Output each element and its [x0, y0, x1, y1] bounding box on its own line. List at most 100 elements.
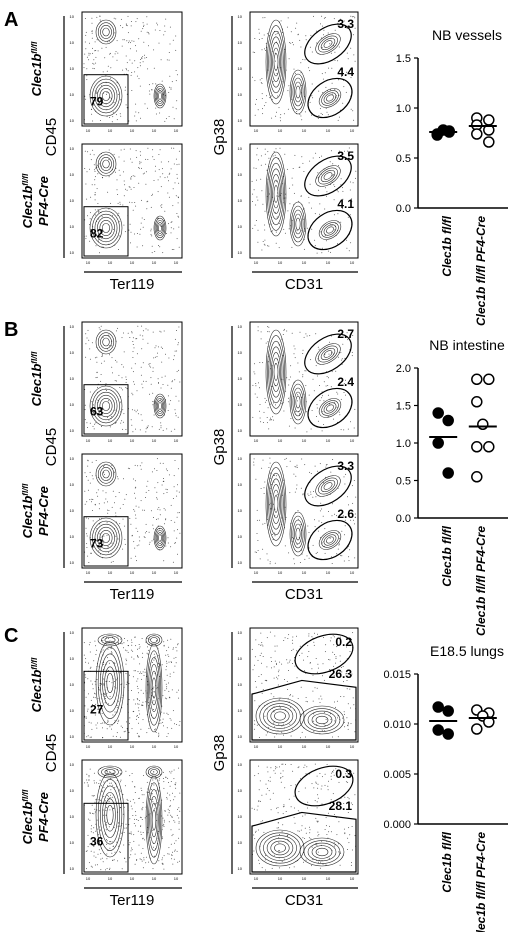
event-dot — [251, 807, 253, 809]
event-dot — [323, 711, 325, 713]
event-dot — [260, 164, 262, 166]
event-dot — [269, 419, 271, 421]
event-dot — [265, 734, 267, 736]
event-dot — [89, 843, 91, 845]
event-dot — [289, 492, 291, 494]
event-dot — [282, 776, 284, 778]
event-dot — [287, 638, 289, 639]
event-dot — [281, 860, 283, 862]
x-tick-label: 10 — [350, 128, 355, 133]
contour-line — [97, 84, 115, 108]
contour-line — [151, 677, 157, 699]
event-dot — [169, 676, 171, 678]
event-dot — [260, 652, 262, 654]
event-dot — [294, 665, 296, 667]
gate-box — [83, 206, 129, 257]
event-dot — [315, 152, 317, 154]
event-dot — [178, 150, 180, 152]
event-dot — [333, 774, 335, 776]
event-dot — [108, 800, 110, 802]
event-dot — [165, 353, 166, 355]
event-dot — [329, 161, 331, 163]
event-dot — [280, 400, 282, 402]
event-dot — [122, 389, 124, 391]
event-dot — [344, 534, 345, 536]
y-tick-label: 0.0 — [396, 513, 411, 525]
event-dot — [258, 859, 260, 861]
flow-plot-frame — [81, 143, 183, 259]
event-dot — [140, 787, 142, 789]
gate-percent: 36 — [90, 835, 104, 849]
event-dot — [340, 352, 342, 354]
event-dot — [95, 56, 97, 58]
chart-title: NB vessels — [432, 27, 502, 43]
event-dot — [275, 180, 277, 182]
event-dot — [137, 67, 139, 69]
event-dot — [139, 161, 141, 163]
event-dot — [330, 637, 332, 639]
event-dot — [178, 326, 180, 328]
event-dot — [108, 637, 109, 639]
category-text: Clec1b fl/fl — [440, 215, 454, 276]
event-dot — [253, 808, 255, 810]
event-dot — [160, 387, 162, 389]
contour-line — [318, 345, 338, 363]
event-dot — [153, 67, 155, 69]
event-dot — [91, 184, 93, 186]
contour-line — [95, 19, 117, 45]
event-dot — [139, 334, 141, 336]
event-dot — [127, 32, 129, 34]
event-dot — [145, 328, 147, 330]
event-dot — [130, 805, 132, 807]
event-dot — [89, 240, 91, 242]
event-dot — [111, 852, 113, 854]
event-dot — [157, 352, 158, 354]
genotype-allele: fl/fl — [30, 41, 39, 54]
event-dot — [342, 666, 344, 667]
event-dot — [92, 712, 94, 714]
event-dot — [259, 387, 260, 389]
event-dot — [171, 727, 173, 729]
event-dot — [146, 531, 148, 532]
event-dot — [117, 825, 119, 827]
x-tick-label: 10 — [130, 876, 135, 881]
event-dot — [317, 470, 319, 472]
event-dot — [275, 231, 277, 233]
event-dot — [342, 187, 343, 189]
event-dot — [317, 797, 319, 799]
contour-line — [154, 85, 166, 107]
contour-line — [97, 647, 123, 719]
event-dot — [147, 653, 149, 655]
event-dot — [110, 782, 112, 784]
event-dot — [125, 673, 127, 675]
event-dot — [340, 184, 342, 186]
event-dot — [119, 789, 121, 791]
contour-line — [267, 25, 285, 99]
event-dot — [288, 425, 290, 427]
event-dot — [295, 27, 297, 29]
event-dot — [269, 561, 271, 563]
event-dot — [115, 171, 116, 173]
event-dot — [173, 249, 175, 250]
event-dot — [339, 660, 341, 662]
contour-line — [320, 347, 336, 361]
event-dot — [301, 230, 303, 232]
contour-line — [155, 88, 165, 104]
contour-line — [292, 519, 304, 549]
x-tick-label: 10 — [302, 260, 307, 265]
event-dot — [329, 537, 331, 539]
event-dot — [326, 464, 328, 465]
event-dot — [292, 168, 294, 169]
event-dot — [311, 636, 313, 638]
event-dot — [320, 695, 322, 697]
event-dot — [279, 707, 281, 709]
x-tick-label: 10 — [326, 876, 331, 881]
event-dot — [148, 543, 150, 545]
event-dot — [167, 192, 169, 194]
event-dot — [96, 492, 98, 494]
event-dot — [117, 327, 118, 329]
event-dot — [146, 426, 148, 428]
event-dot — [117, 538, 119, 540]
event-dot — [151, 252, 153, 254]
contour-line — [92, 520, 120, 556]
